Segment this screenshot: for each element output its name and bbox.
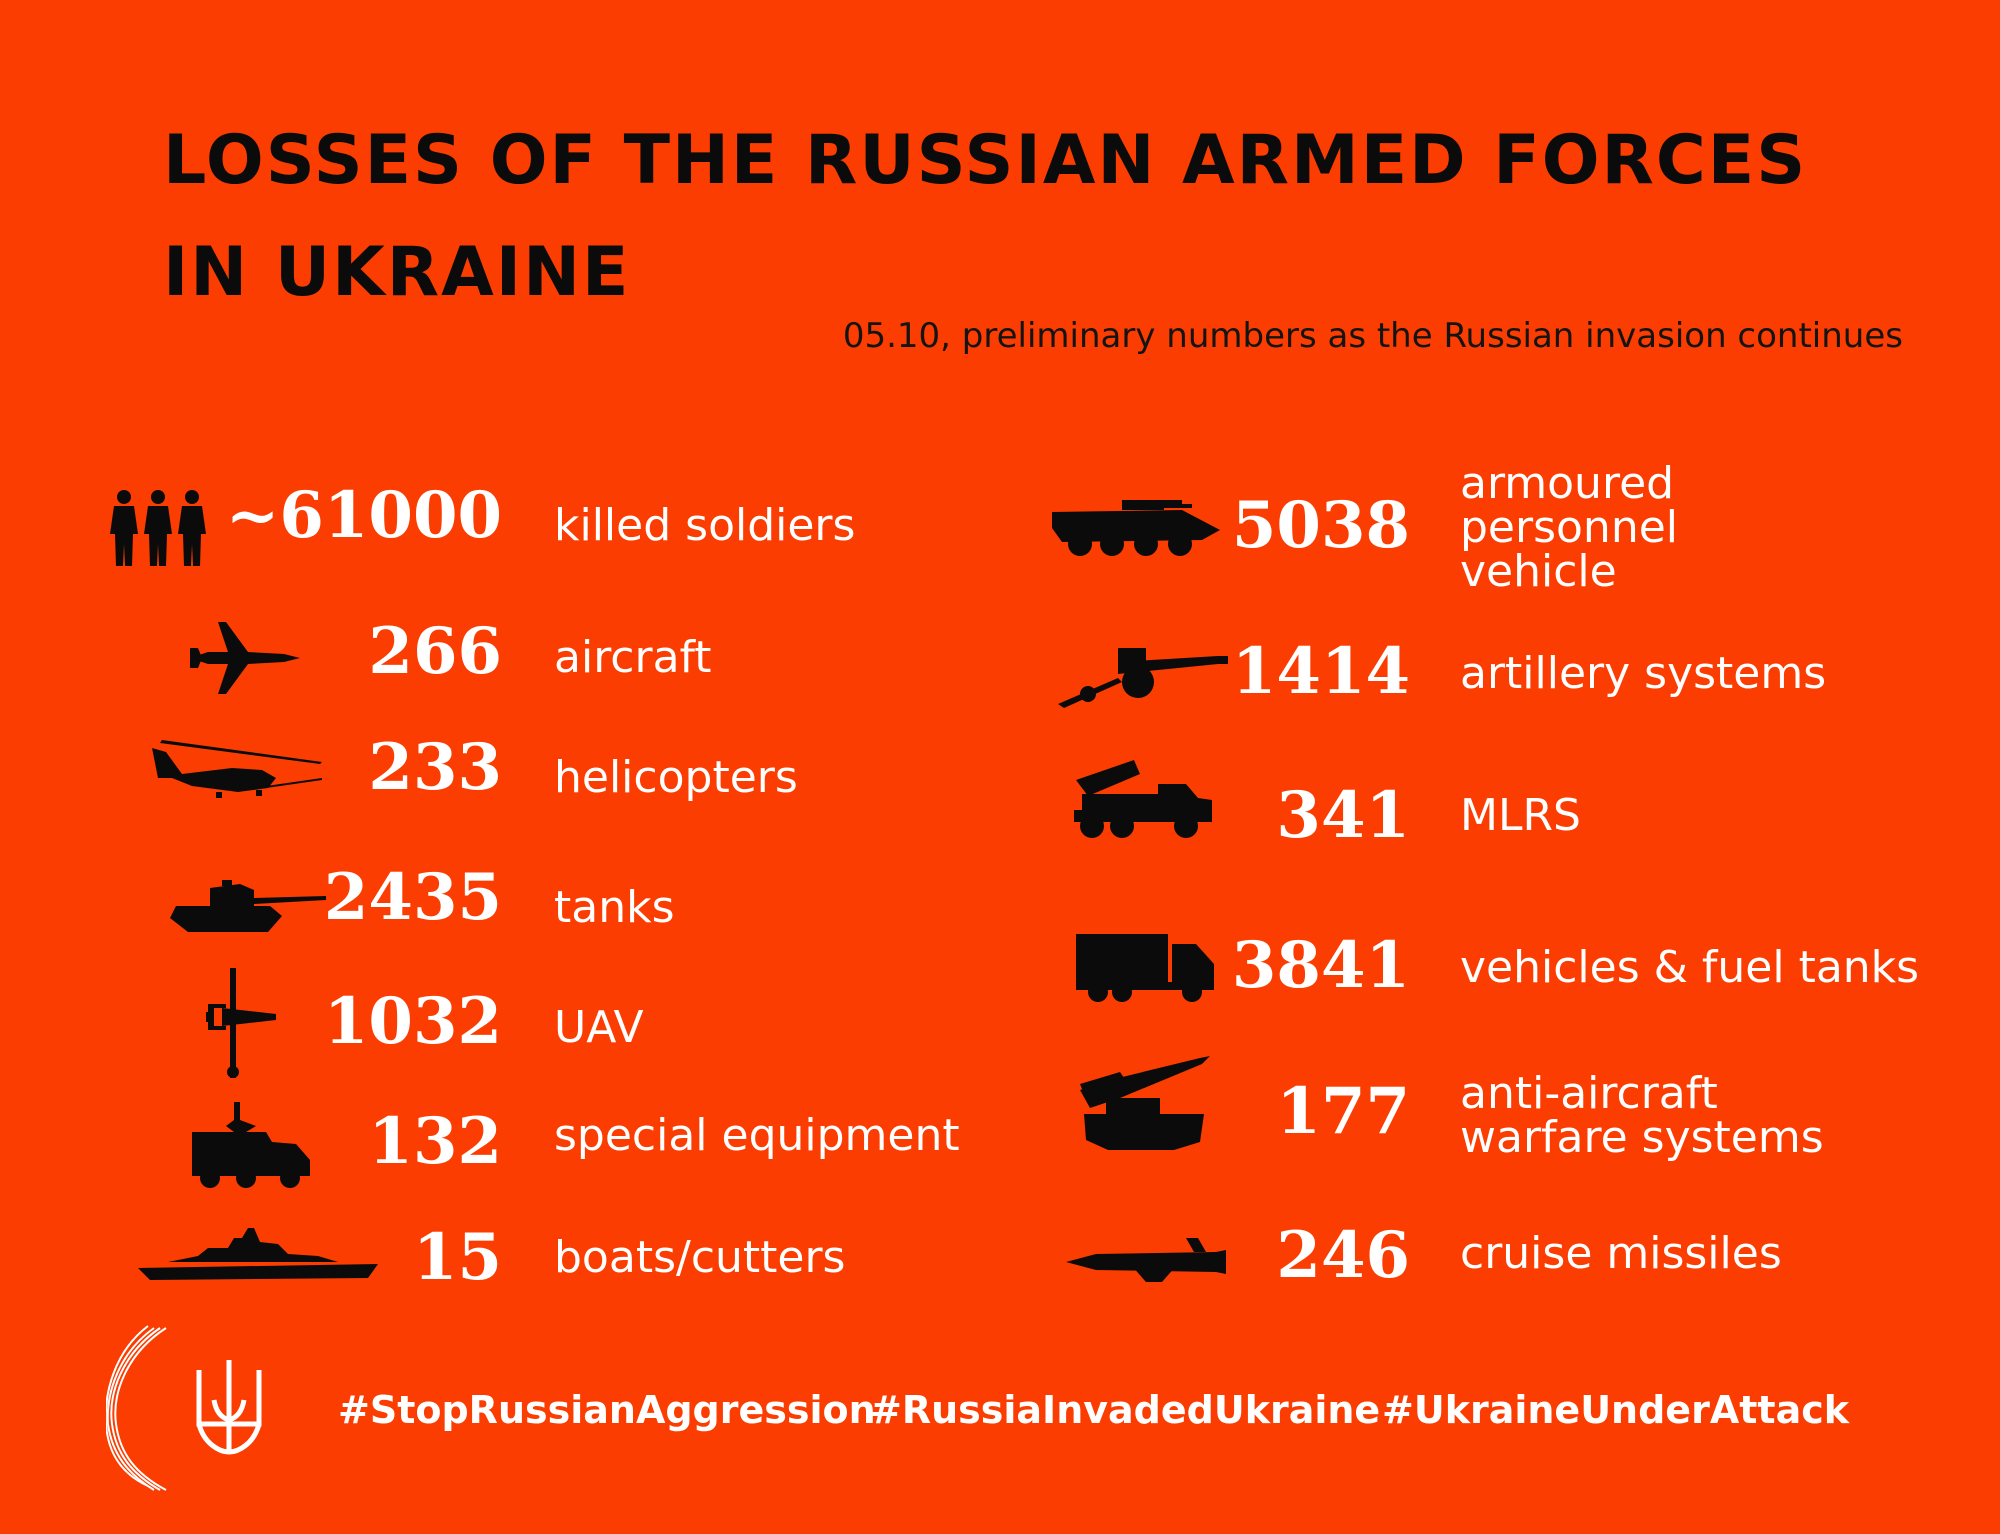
value-killed-soldiers: ~61000 — [225, 478, 502, 553]
hashtag-ukraine-under-attack[interactable]: #UkraineUnderAttack — [1382, 1388, 1850, 1432]
label-artillery: artillery systems — [1460, 648, 1827, 699]
value-uav: 1032 — [323, 984, 502, 1059]
value-artillery: 1414 — [1231, 634, 1410, 709]
value-mlrs: 341 — [1276, 778, 1410, 853]
arcs-logo-icon — [106, 1324, 168, 1492]
title-line-2: IN UKRAINE — [163, 233, 631, 312]
artillery-icon — [1058, 644, 1228, 708]
aircraft-icon — [188, 618, 300, 698]
soldiers-icon — [106, 488, 210, 566]
subtitle: 05.10, preliminary numbers as the Russia… — [842, 316, 1903, 356]
cruise-missile-icon — [1066, 1238, 1226, 1284]
tank-icon — [170, 878, 326, 934]
label-helicopters: helicopters — [554, 752, 798, 803]
boat-icon — [138, 1228, 378, 1280]
label-aircraft: aircraft — [554, 632, 712, 683]
value-cruise-missiles: 246 — [1276, 1218, 1410, 1293]
value-boats: 15 — [412, 1220, 502, 1295]
value-helicopters: 233 — [368, 730, 502, 805]
truck-icon — [1076, 934, 1214, 1002]
helicopter-icon — [152, 738, 322, 798]
title-line-1: LOSSES OF THE RUSSIAN ARMED FORCES — [163, 121, 1808, 200]
trident-icon — [194, 1360, 264, 1460]
label-boats: boats/cutters — [554, 1232, 846, 1283]
label-cruise-missiles: cruise missiles — [1460, 1228, 1782, 1279]
label-special-equipment: special equipment — [554, 1110, 960, 1161]
uav-icon — [204, 968, 276, 1078]
value-special-equipment: 132 — [368, 1104, 502, 1179]
label-mlrs: MLRS — [1460, 790, 1581, 841]
value-tanks: 2435 — [323, 860, 502, 935]
value-apc: 5038 — [1231, 488, 1410, 563]
special-vehicle-icon — [186, 1102, 310, 1188]
value-aircraft: 266 — [368, 614, 502, 689]
label-uav: UAV — [554, 1002, 644, 1053]
page-title: LOSSES OF THE RUSSIAN ARMED FORCES IN UK… — [163, 105, 1807, 329]
label-apc: armoured personnel vehicle — [1460, 458, 1679, 597]
anti-aircraft-icon — [1080, 1054, 1210, 1150]
label-killed-soldiers: killed soldiers — [554, 500, 856, 551]
value-anti-aircraft: 177 — [1276, 1074, 1410, 1149]
hashtag-stop-russian-aggression[interactable]: #StopRussianAggression — [338, 1388, 876, 1432]
label-trucks: vehicles & fuel tanks — [1460, 942, 1920, 993]
value-trucks: 3841 — [1231, 928, 1410, 1003]
apc-icon — [1052, 496, 1220, 558]
label-anti-aircraft: anti-aircraft warfare systems — [1460, 1068, 1824, 1163]
label-tanks: tanks — [554, 882, 675, 933]
mlrs-icon — [1074, 760, 1212, 838]
hashtag-russia-invaded-ukraine[interactable]: #RussiaInvadedUkraine — [870, 1388, 1381, 1432]
